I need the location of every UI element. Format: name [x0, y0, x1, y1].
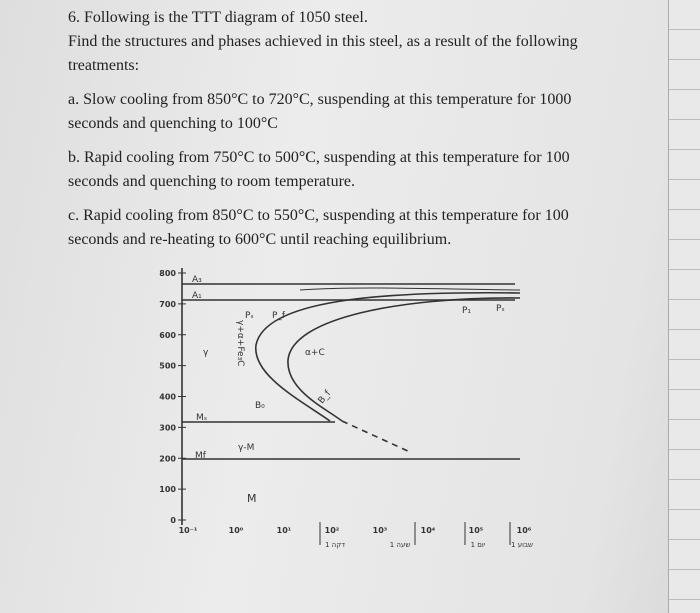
label: M	[247, 492, 257, 505]
item: b. Rapid cooling from 750°C to 500°C, su…	[68, 149, 570, 190]
finish-dashed	[341, 420, 411, 453]
question-title: 6. Following is the TTT diagram of 1050 …	[68, 6, 608, 78]
x-tick-label: 10⁶	[517, 526, 532, 535]
label: Pₛ	[245, 311, 254, 321]
label: Mf	[195, 451, 207, 461]
x-tick-label: 10⁰	[229, 526, 244, 535]
label: γ+α+Fe₃C	[235, 320, 245, 366]
question: 6. Following is the TTT diagram of 1050 …	[68, 6, 608, 262]
label: α+C	[305, 348, 325, 358]
label: A₁	[192, 291, 202, 301]
time-mark-label: 1 יום	[471, 541, 486, 549]
x-tick-label: 10³	[373, 526, 388, 535]
label: γ	[203, 348, 209, 358]
y-tick-label: 500	[159, 362, 176, 371]
x-tick-label: 10¹	[277, 526, 292, 535]
y-tick-label: 200	[159, 454, 176, 463]
title: 6. Following is the TTT diagram of 1050 …	[68, 9, 368, 26]
lined-paper	[668, 0, 700, 613]
item: c. Rapid cooling from 850°C to 550°C, su…	[68, 207, 569, 248]
a3-curve	[299, 287, 521, 291]
y-tick-label: 300	[159, 423, 176, 432]
time-mark-label: 1 שבוע	[511, 541, 533, 549]
time-mark-label: 1 דקה	[325, 541, 345, 549]
x-tick-label: 10⁻¹	[179, 526, 198, 535]
item: a. Slow cooling from 850°C to 720°C, sus…	[68, 91, 572, 132]
y-tick-label: 0	[170, 516, 176, 525]
x-tick-label: 10²	[325, 526, 340, 535]
y-tick-label: 800	[159, 269, 176, 278]
intro: Find the structures and phases achieved …	[68, 33, 578, 74]
start-curve	[255, 291, 521, 422]
x-tick-label: 10⁴	[421, 526, 436, 535]
label: A₃	[192, 275, 202, 285]
y-tick-label: 100	[159, 485, 176, 494]
finish-curve	[287, 297, 521, 422]
label: Mₛ	[196, 413, 207, 423]
label: P₁	[462, 306, 471, 316]
y-tick-label: 400	[159, 393, 176, 402]
y-tick-label: 700	[159, 300, 176, 309]
x-tick-label: 10⁵	[469, 526, 484, 535]
time-mark-label: 1 שעה	[390, 541, 411, 549]
label: B₀	[255, 401, 265, 411]
label: Pₛ	[496, 304, 505, 314]
label: P_f	[272, 311, 286, 321]
label: B_f	[317, 388, 334, 406]
y-tick-label: 600	[159, 331, 176, 340]
label: γ-M	[238, 443, 254, 453]
